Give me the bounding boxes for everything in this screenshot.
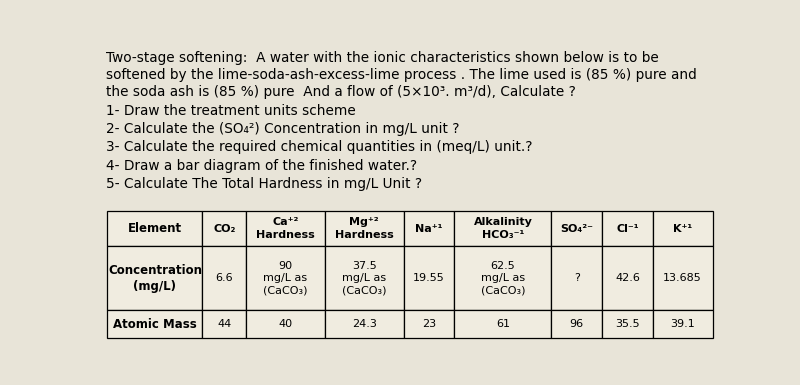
Bar xyxy=(107,246,202,310)
Text: 13.685: 13.685 xyxy=(663,273,702,283)
Bar xyxy=(246,211,325,246)
Bar xyxy=(551,211,602,246)
Text: 1- Draw the treatment units scheme: 1- Draw the treatment units scheme xyxy=(106,104,356,118)
Text: 62.5
mg/L as
(CaCO₃): 62.5 mg/L as (CaCO₃) xyxy=(481,261,525,296)
Text: 6.6: 6.6 xyxy=(215,273,233,283)
Bar xyxy=(454,246,551,310)
Text: 19.55: 19.55 xyxy=(413,273,445,283)
Text: CO₂: CO₂ xyxy=(213,224,235,234)
Bar xyxy=(325,310,404,338)
Text: 4- Draw a bar diagram of the finished water.?: 4- Draw a bar diagram of the finished wa… xyxy=(106,159,418,173)
Bar xyxy=(454,310,551,338)
Text: 3- Calculate the required chemical quantities in (meq/L) unit.?: 3- Calculate the required chemical quant… xyxy=(106,141,533,154)
Bar xyxy=(202,310,246,338)
Bar xyxy=(404,310,454,338)
Text: Ca⁺²
Hardness: Ca⁺² Hardness xyxy=(256,218,315,240)
Bar xyxy=(653,310,713,338)
Text: Two-stage softening:  A water with the ionic characteristics shown below is to b: Two-stage softening: A water with the io… xyxy=(106,51,659,65)
Text: 5- Calculate The Total Hardness in mg/L Unit ?: 5- Calculate The Total Hardness in mg/L … xyxy=(106,177,422,191)
Text: 61: 61 xyxy=(496,319,510,329)
Bar xyxy=(454,211,551,246)
Bar xyxy=(653,246,713,310)
Text: 40: 40 xyxy=(278,319,293,329)
Text: 24.3: 24.3 xyxy=(352,319,377,329)
Bar xyxy=(653,211,713,246)
Bar xyxy=(602,246,653,310)
Bar xyxy=(107,310,202,338)
Text: 42.6: 42.6 xyxy=(615,273,640,283)
Bar xyxy=(202,246,246,310)
Bar xyxy=(325,211,404,246)
Text: 39.1: 39.1 xyxy=(670,319,695,329)
Text: softened by the lime-soda-ash-excess-lime process . The lime used is (85 %) pure: softened by the lime-soda-ash-excess-lim… xyxy=(106,68,697,82)
Bar xyxy=(602,211,653,246)
Bar xyxy=(246,246,325,310)
Bar xyxy=(246,310,325,338)
Text: Alkalinity
HCO₃⁻¹: Alkalinity HCO₃⁻¹ xyxy=(474,218,532,240)
Text: 90
mg/L as
(CaCO₃): 90 mg/L as (CaCO₃) xyxy=(263,261,308,296)
Text: Atomic Mass: Atomic Mass xyxy=(113,318,197,331)
Bar xyxy=(551,310,602,338)
Text: 23: 23 xyxy=(422,319,436,329)
Bar xyxy=(404,246,454,310)
Text: 44: 44 xyxy=(217,319,231,329)
Bar xyxy=(602,310,653,338)
Bar xyxy=(404,211,454,246)
Text: 37.5
mg/L as
(CaCO₃): 37.5 mg/L as (CaCO₃) xyxy=(342,261,386,296)
Text: ?: ? xyxy=(574,273,580,283)
Text: Cl⁻¹: Cl⁻¹ xyxy=(616,224,638,234)
Text: K⁺¹: K⁺¹ xyxy=(673,224,692,234)
Text: Mg⁺²
Hardness: Mg⁺² Hardness xyxy=(335,218,394,240)
Text: the soda ash is (85 %) pure  And a flow of (5×10³. m³/d), Calculate ?: the soda ash is (85 %) pure And a flow o… xyxy=(106,85,576,99)
Text: Concentration
(mg/L): Concentration (mg/L) xyxy=(108,264,202,293)
Bar xyxy=(202,211,246,246)
Text: Na⁺¹: Na⁺¹ xyxy=(415,224,442,234)
Bar xyxy=(325,246,404,310)
Bar xyxy=(551,246,602,310)
Text: Element: Element xyxy=(128,222,182,235)
Text: 2- Calculate the (SO₄²) Concentration in mg/L unit ?: 2- Calculate the (SO₄²) Concentration in… xyxy=(106,122,460,136)
Text: 35.5: 35.5 xyxy=(615,319,640,329)
Bar xyxy=(107,211,202,246)
Text: SO₄²⁻: SO₄²⁻ xyxy=(560,224,594,234)
Text: 96: 96 xyxy=(570,319,584,329)
